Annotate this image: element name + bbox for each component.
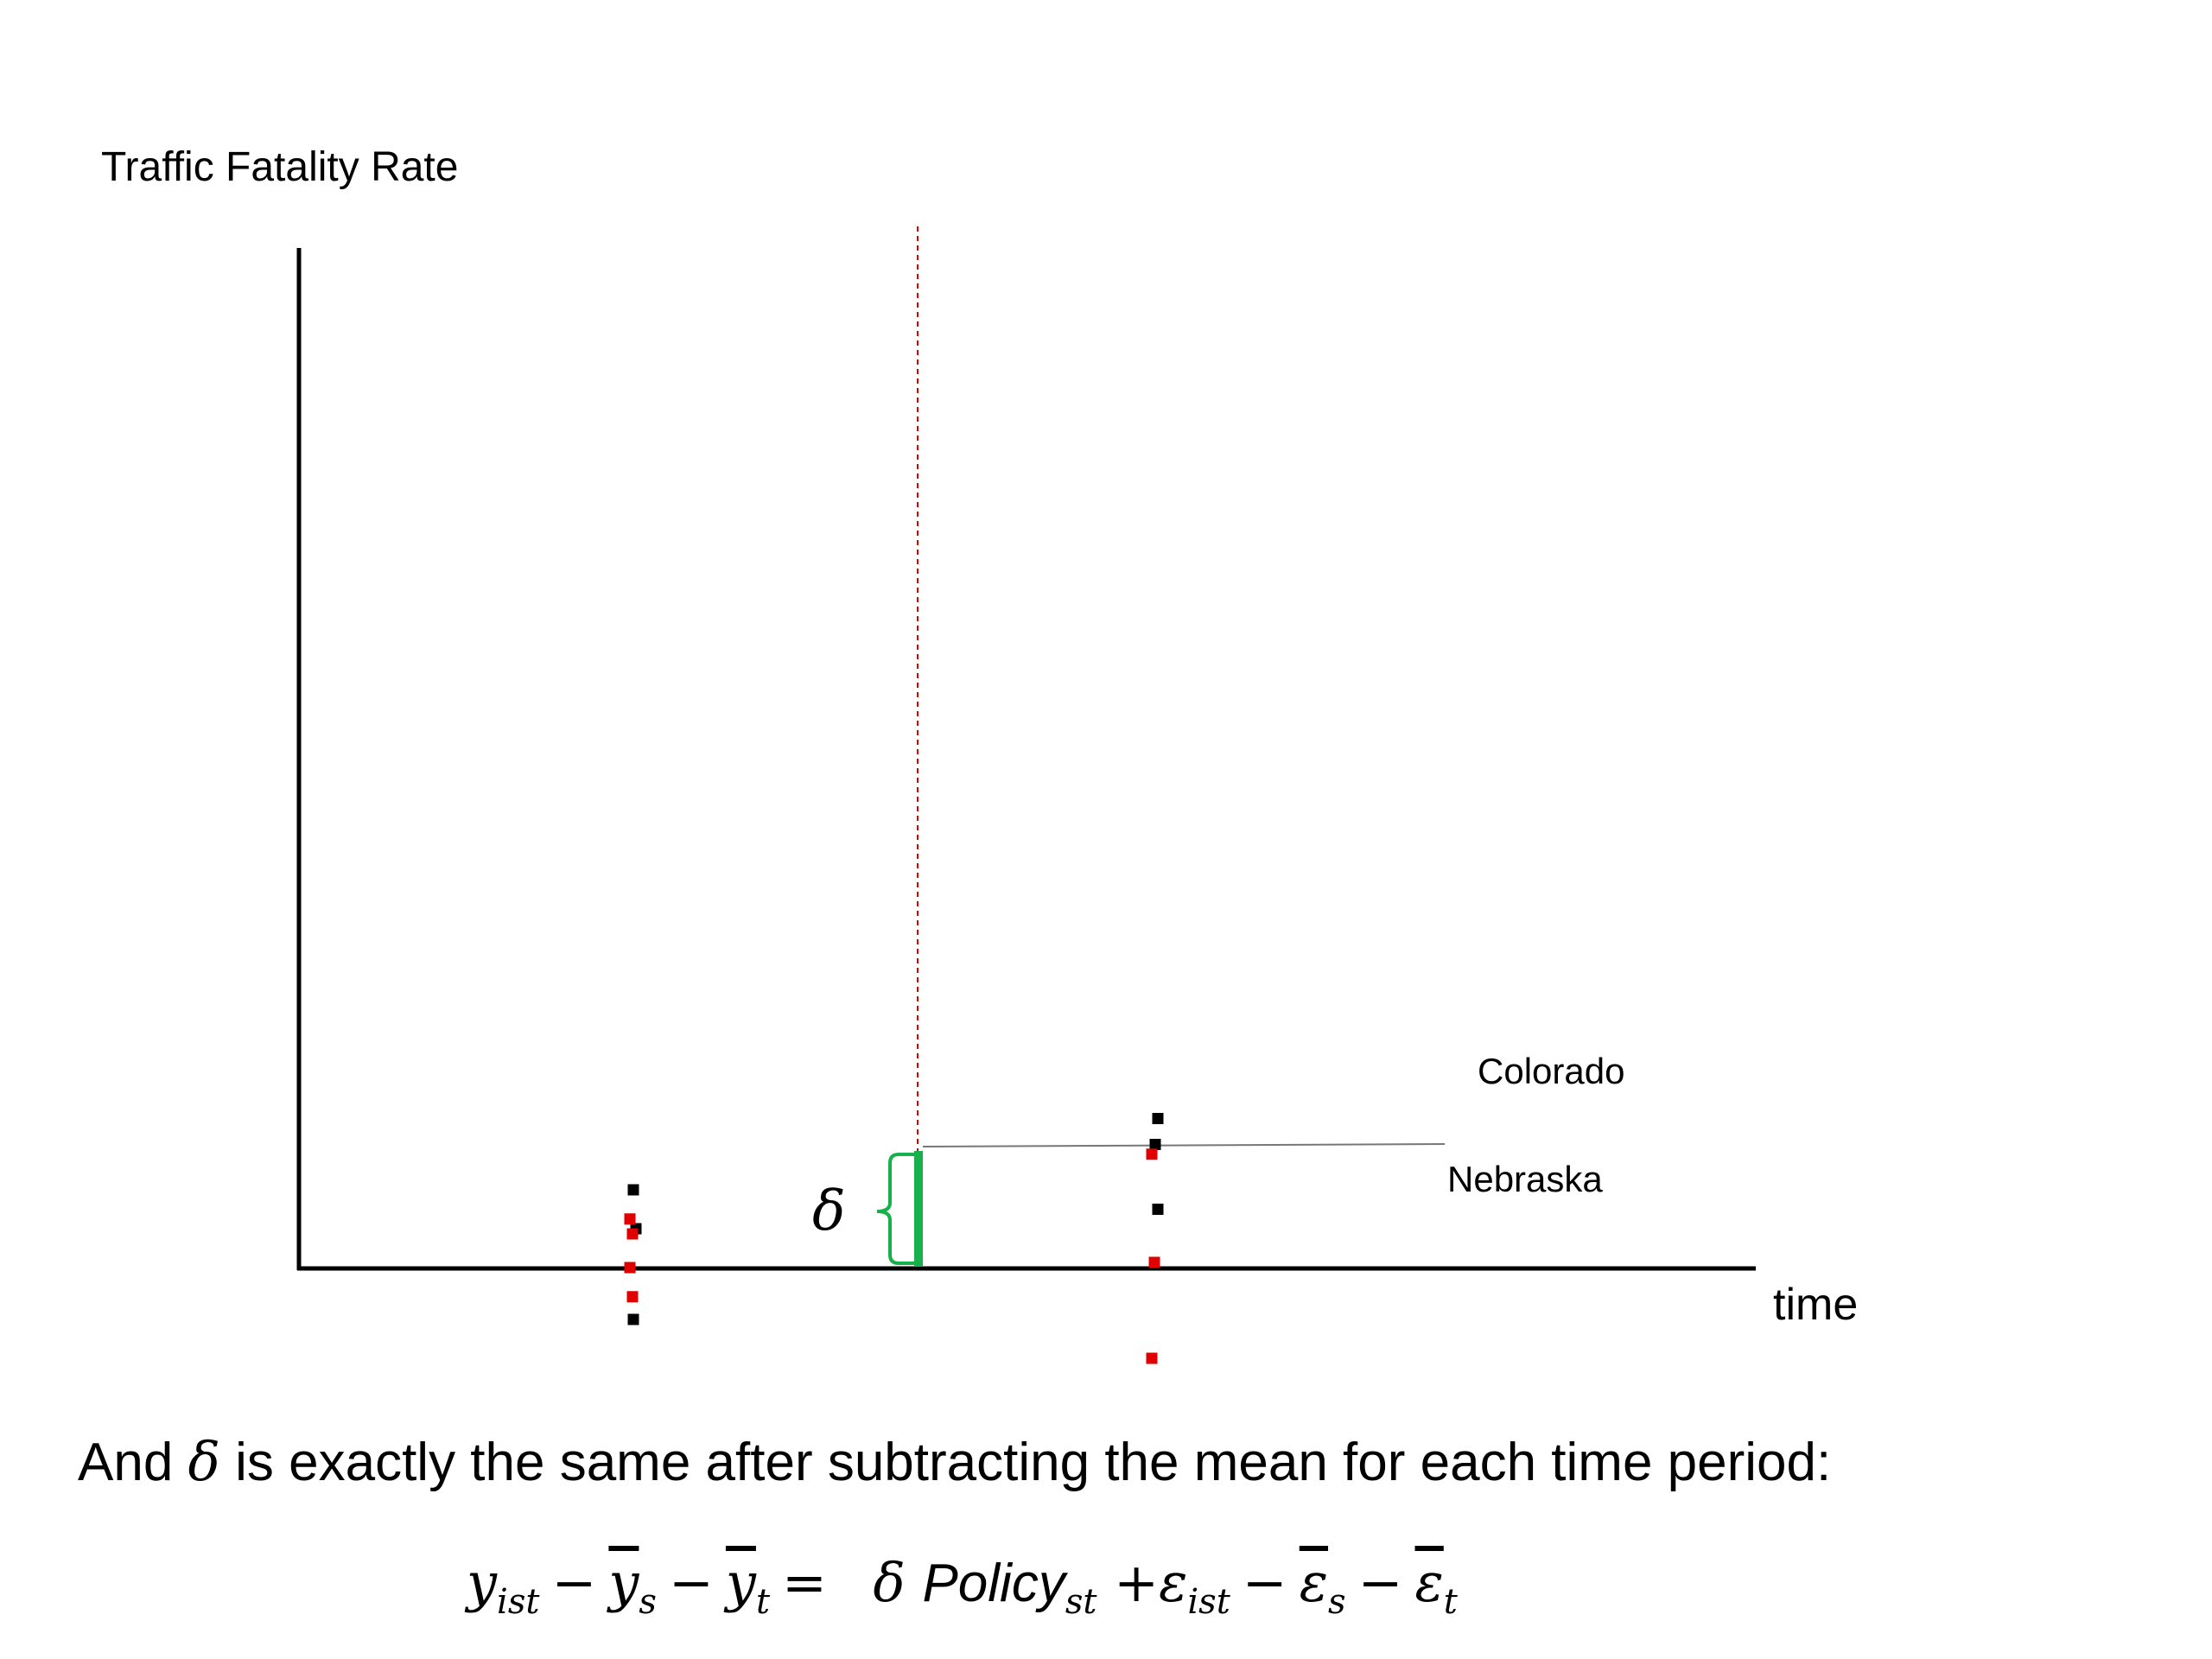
colorado-point xyxy=(1149,1139,1161,1150)
nebraska-point xyxy=(626,1228,639,1240)
delta-label: δ xyxy=(812,1179,846,1243)
x-axis-label: time xyxy=(1773,1280,1859,1330)
eq-yt-sub: t xyxy=(755,1582,771,1622)
eq-eps-t: ε xyxy=(1414,1551,1444,1614)
y-axis-label: Traffic Fatality Rate xyxy=(101,144,459,190)
eq-equals: = xyxy=(782,1551,827,1614)
eq-ys: y xyxy=(608,1551,639,1614)
equation: yist − ys − yt = δ Policyst +εist − εs − εt xyxy=(467,1551,1458,1622)
legend-nebraska: Nebraska xyxy=(1447,1159,1603,1199)
eq-policy-sub: st xyxy=(1065,1582,1097,1622)
delta-brace xyxy=(876,1153,914,1265)
caption: And δ is exactly the same after subtract… xyxy=(78,1430,1831,1493)
nebraska-point xyxy=(626,1291,639,1303)
eq-eps-t-sub: t xyxy=(1443,1582,1458,1622)
eq-ys-sub: s xyxy=(639,1582,657,1622)
eq-minus-2: − xyxy=(668,1551,714,1614)
eq-y-sub: ist xyxy=(497,1582,540,1622)
eq-eps-sub: ist xyxy=(1187,1582,1230,1622)
caption-post: is exactly the same after subtracting th… xyxy=(219,1433,1832,1492)
colorado-point xyxy=(627,1313,639,1325)
eq-minus-4: − xyxy=(1357,1551,1403,1614)
nebraska-point xyxy=(1146,1352,1158,1364)
colorado-level-line xyxy=(922,1143,1446,1147)
colorado-point xyxy=(627,1184,639,1196)
legend-colorado: Colorado xyxy=(1478,1051,1625,1091)
delta-bar xyxy=(914,1151,923,1267)
eq-minus-1: − xyxy=(551,1551,597,1614)
caption-delta: δ xyxy=(188,1430,220,1493)
eq-yt: y xyxy=(725,1551,756,1614)
eq-plus: + xyxy=(1114,1551,1160,1614)
nebraska-point xyxy=(624,1213,636,1225)
eq-delta: δ xyxy=(873,1551,906,1614)
eq-y: y xyxy=(467,1551,498,1614)
nebraska-point xyxy=(1148,1256,1160,1268)
data-points xyxy=(624,1113,1164,1364)
eq-eps-s: ε xyxy=(1299,1551,1329,1614)
eq-minus-3: − xyxy=(1242,1551,1287,1614)
colorado-point xyxy=(1152,1113,1164,1124)
eq-policy: Policy xyxy=(922,1554,1065,1613)
caption-pre: And xyxy=(78,1433,188,1492)
colorado-point xyxy=(1152,1204,1164,1215)
nebraska-point xyxy=(1146,1148,1158,1160)
eq-eps-s-sub: s xyxy=(1328,1582,1346,1622)
nebraska-point xyxy=(624,1262,636,1274)
eq-eps: ε xyxy=(1159,1551,1188,1614)
